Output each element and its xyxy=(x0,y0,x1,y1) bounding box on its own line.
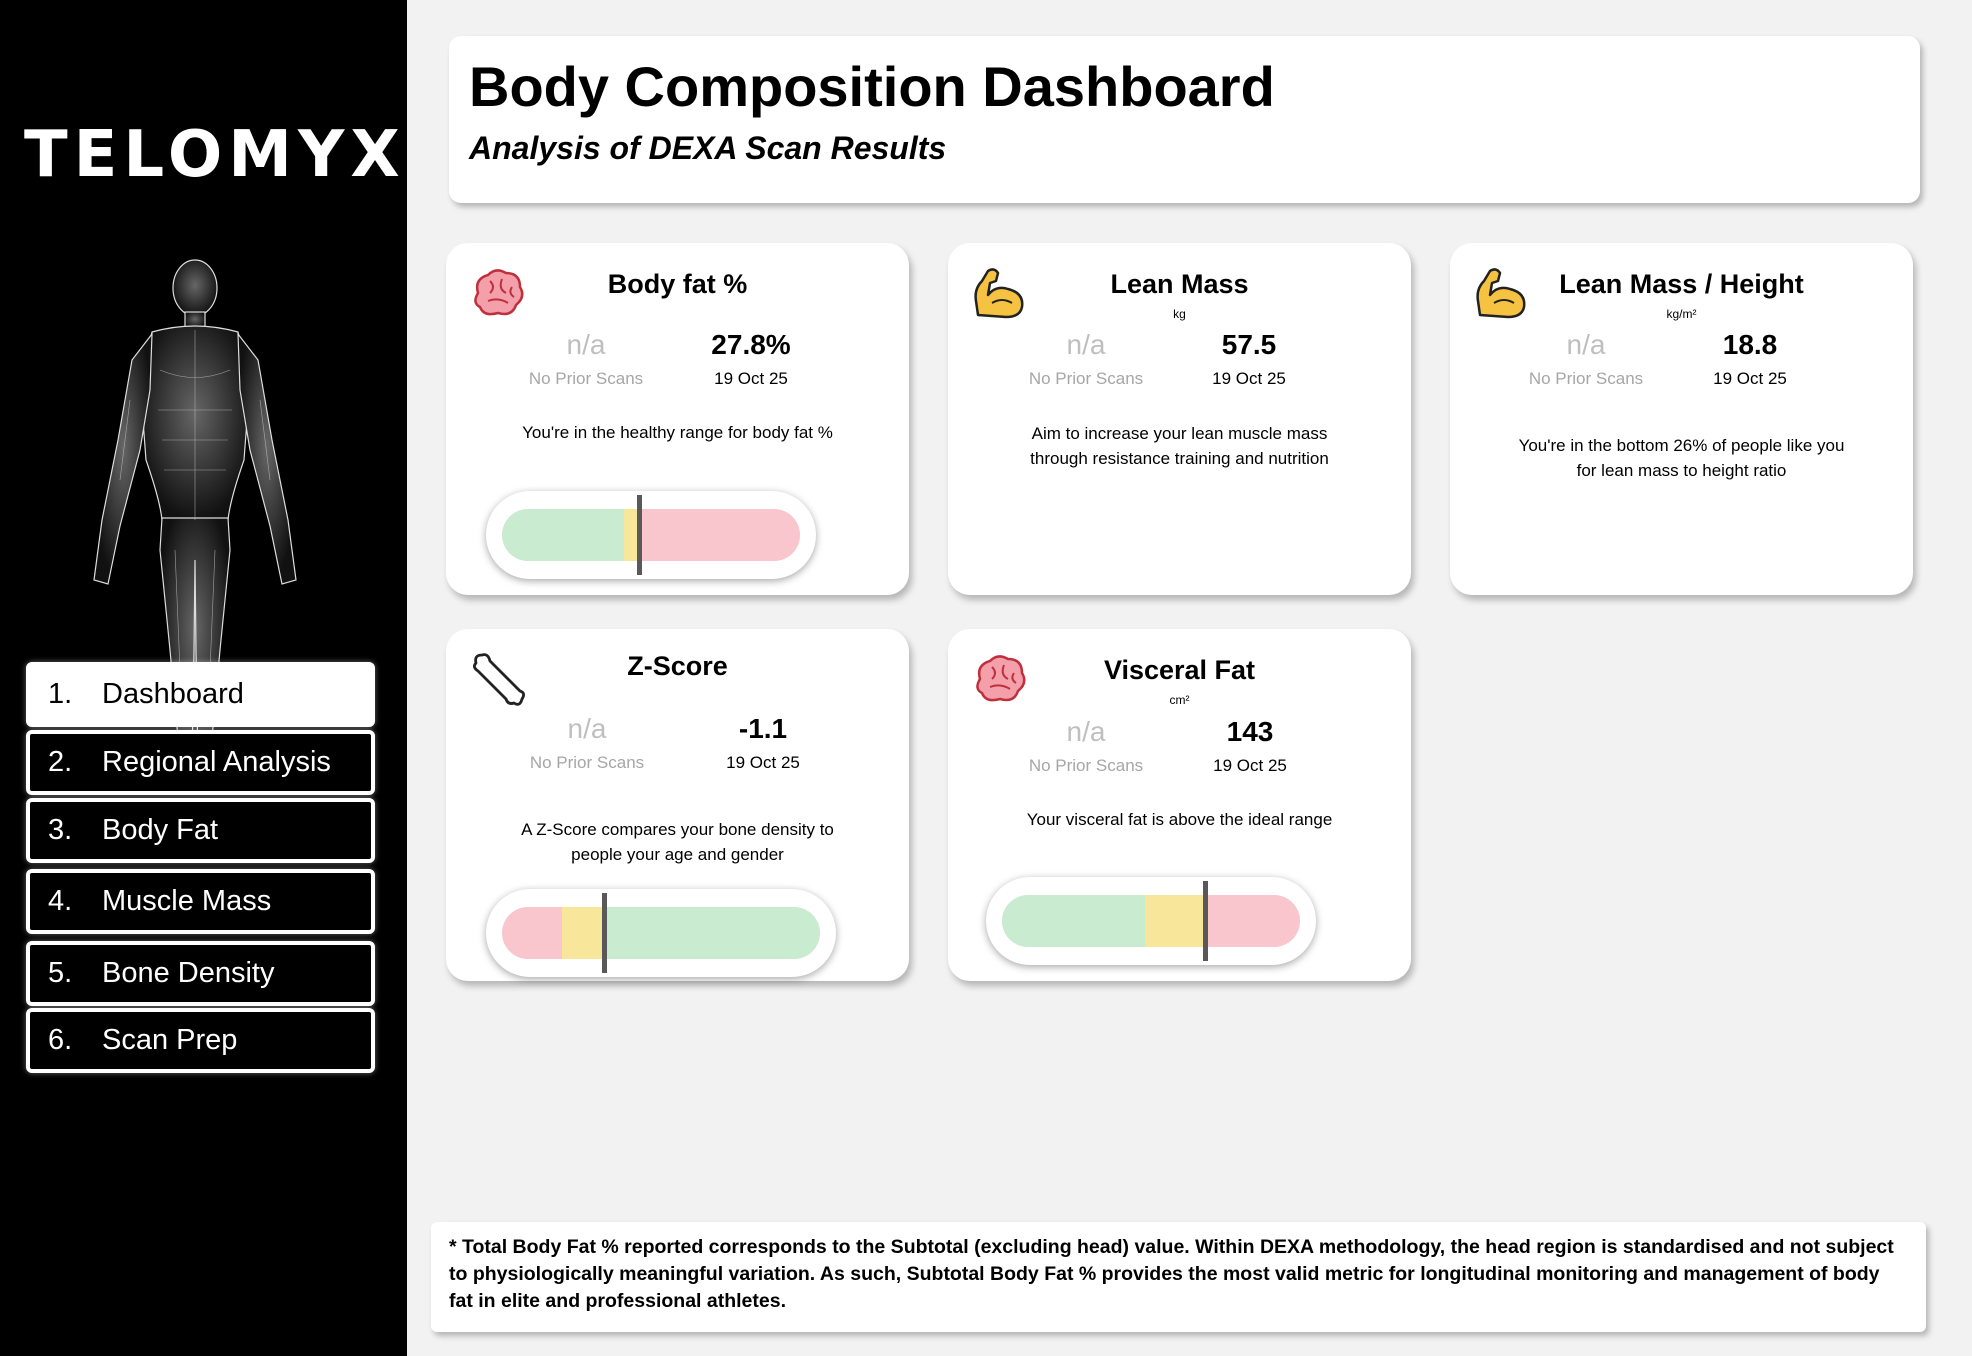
brain-icon xyxy=(976,655,1026,702)
nav-label: Scan Prep xyxy=(102,1024,238,1056)
footnote: * Total Body Fat % reported corresponds … xyxy=(431,1222,1926,1332)
nav-number: 3. xyxy=(48,814,73,846)
prior-label: No Prior Scans xyxy=(528,369,644,388)
scan-date: 19 Oct 25 xyxy=(1213,756,1287,775)
visceral-fat-card: Visceral Fat cm² n/a 143 No Prior Scans … xyxy=(948,629,1411,981)
current-value: 143 xyxy=(1226,716,1274,747)
nav-number: 4. xyxy=(48,885,73,917)
nav-item-regional-analysis[interactable]: 2. Regional Analysis xyxy=(26,730,375,795)
card-message: A Z-Score compares your bone density to … xyxy=(521,820,834,864)
page-title: Body Composition Dashboard xyxy=(469,55,1275,118)
current-value: 27.8% xyxy=(711,329,791,360)
prior-label: No Prior Scans xyxy=(529,753,645,772)
prior-label: No Prior Scans xyxy=(1028,756,1144,775)
card-unit: kg/m² xyxy=(1666,307,1697,321)
flexed-bicep-icon xyxy=(1476,268,1526,319)
dashboard-header: Body Composition Dashboard Analysis of D… xyxy=(449,36,1920,203)
lean-mass-card: Lean Mass kg n/a 57.5 No Prior Scans 19 … xyxy=(948,243,1411,595)
nav-item-dashboard[interactable]: 1. Dashboard xyxy=(26,662,375,727)
gauge-bar xyxy=(1002,895,1300,947)
scan-date: 19 Oct 25 xyxy=(1713,369,1787,388)
gauge-segment xyxy=(1204,895,1300,947)
bone-icon xyxy=(473,653,525,706)
gauge-marker xyxy=(1202,881,1208,961)
brain-icon xyxy=(474,269,524,316)
card-unit: kg xyxy=(1173,307,1186,321)
z-score-gauge xyxy=(486,889,836,977)
nav-number: 6. xyxy=(48,1024,73,1056)
card-message: You're in the healthy range for body fat… xyxy=(522,423,833,442)
nav-number: 5. xyxy=(48,957,73,989)
gauge-segment xyxy=(639,509,800,561)
current-value: 57.5 xyxy=(1221,329,1277,360)
nav-item-body-fat[interactable]: 3. Body Fat xyxy=(26,798,375,863)
body-fat-gauge xyxy=(486,491,816,579)
body-fat-card: Body fat % n/a 27.8% No Prior Scans 19 O… xyxy=(446,243,909,595)
nav-item-bone-density[interactable]: 5. Bone Density xyxy=(26,941,375,1006)
nav-label: Bone Density xyxy=(102,957,275,989)
gauge-bar xyxy=(502,509,800,561)
nav-number: 2. xyxy=(48,746,73,778)
nav-label: Dashboard xyxy=(102,678,244,710)
prior-value: n/a xyxy=(1066,329,1106,360)
card-unit: cm² xyxy=(1169,693,1190,707)
card-title: Body fat % xyxy=(607,269,748,299)
nav-item-scan-prep[interactable]: 6. Scan Prep xyxy=(26,1008,375,1073)
gauge-segment xyxy=(1145,895,1205,947)
z-score-card: Z-Score n/a -1.1 No Prior Scans 19 Oct 2… xyxy=(446,629,909,981)
card-title: Lean Mass xyxy=(1110,269,1249,299)
gauge-marker xyxy=(637,495,643,575)
current-value: -1.1 xyxy=(738,713,788,744)
gauge-segment xyxy=(1002,895,1146,947)
gauge-segment xyxy=(603,907,820,959)
gauge-segment xyxy=(624,509,640,561)
gauge-segment xyxy=(502,907,563,959)
gauge-bar xyxy=(502,907,820,959)
current-value: 18.8 xyxy=(1722,329,1778,360)
card-title: Lean Mass / Height xyxy=(1559,269,1804,299)
card-title: Z-Score xyxy=(627,651,728,681)
nav-label: Muscle Mass xyxy=(102,885,272,917)
page-subtitle: Analysis of DEXA Scan Results xyxy=(469,130,947,166)
scan-date: 19 Oct 25 xyxy=(714,369,788,388)
prior-value: n/a xyxy=(566,329,606,360)
prior-label: No Prior Scans xyxy=(1028,369,1144,388)
card-title: Visceral Fat xyxy=(1103,655,1256,685)
prior-value: n/a xyxy=(1066,716,1106,747)
nav-label: Body Fat xyxy=(102,814,219,846)
telomyx-logo: TELOMYX xyxy=(24,118,406,192)
card-message: Your visceral fat is above the ideal ran… xyxy=(1026,810,1333,829)
prior-label: No Prior Scans xyxy=(1528,369,1644,388)
nav-label: Regional Analysis xyxy=(102,746,331,778)
scan-date: 19 Oct 25 xyxy=(726,753,800,772)
nav-item-muscle-mass[interactable]: 4. Muscle Mass xyxy=(26,869,375,934)
prior-value: n/a xyxy=(1566,329,1606,360)
card-message: Aim to increase your lean muscle mass th… xyxy=(1030,424,1329,468)
nav-number: 1. xyxy=(48,678,73,710)
flexed-bicep-icon xyxy=(974,268,1024,319)
prior-value: n/a xyxy=(567,713,607,744)
gauge-segment xyxy=(562,907,604,959)
scan-date: 19 Oct 25 xyxy=(1212,369,1286,388)
visceral-fat-gauge xyxy=(986,877,1316,965)
gauge-segment xyxy=(502,509,625,561)
card-message: You're in the bottom 26% of people like … xyxy=(1518,436,1845,480)
gauge-marker xyxy=(601,893,607,973)
sidebar: TELOMYX 1. Dashboard 2. Regional An xyxy=(0,0,407,1356)
lean-mass-height-card: Lean Mass / Height kg/m² n/a 18.8 No Pri… xyxy=(1450,243,1913,595)
